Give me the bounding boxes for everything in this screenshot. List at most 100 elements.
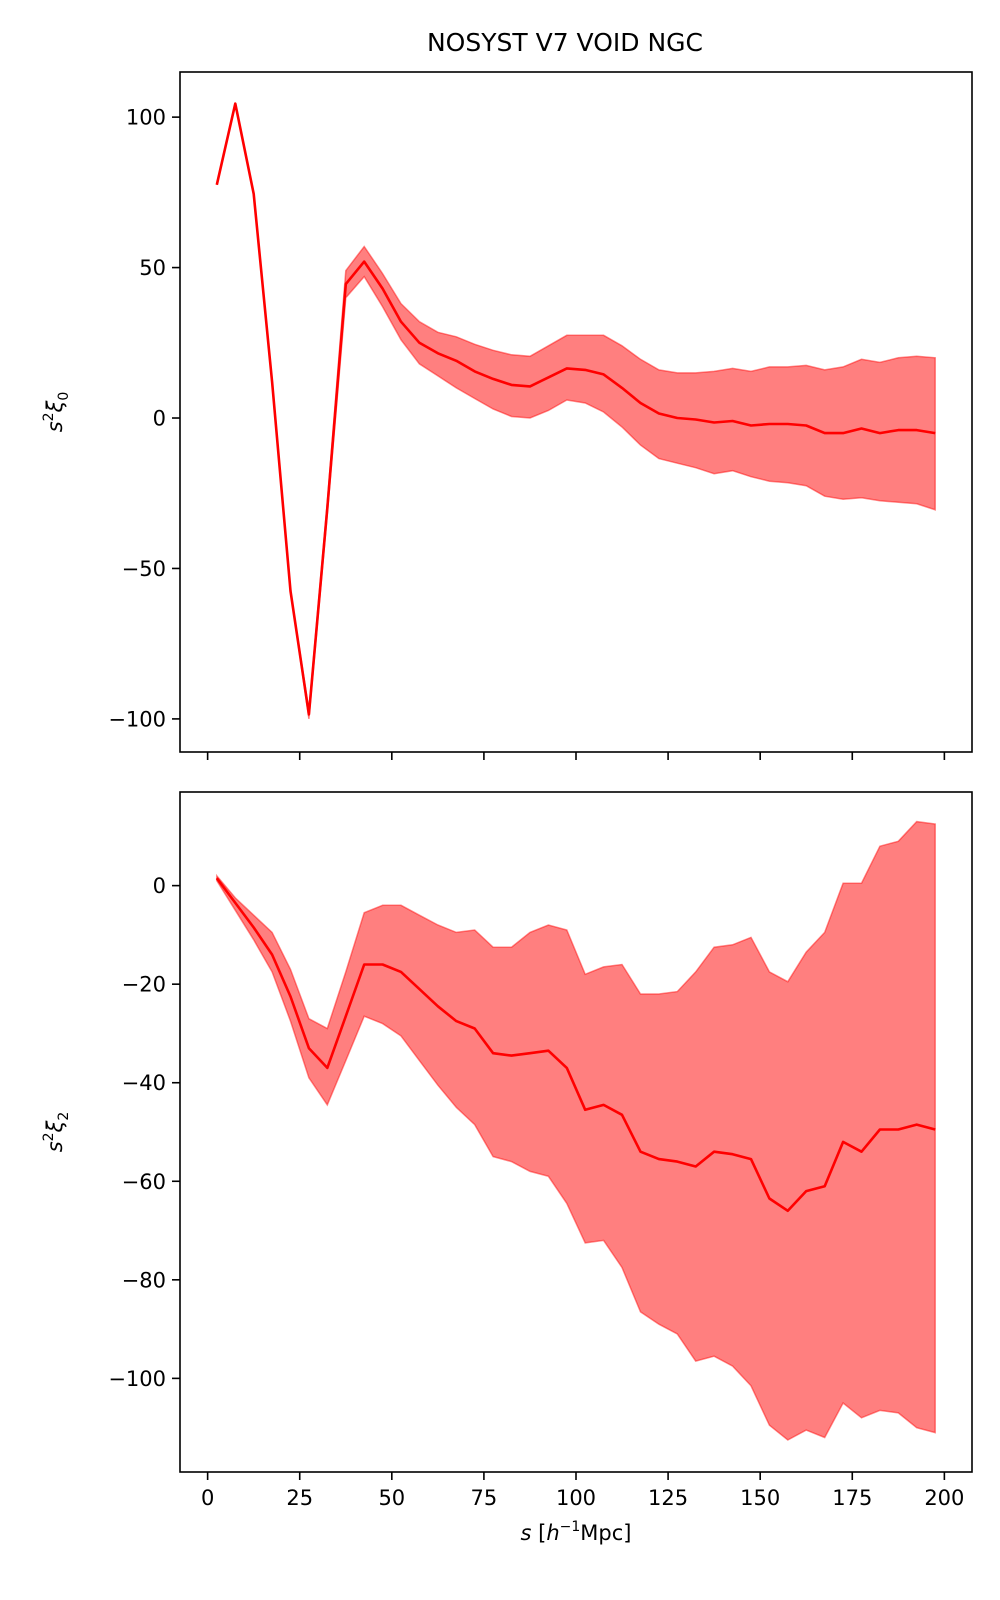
x-tick-label: 175 <box>832 1486 872 1510</box>
data-point <box>934 1128 936 1130</box>
data-point <box>658 1158 660 1160</box>
xi0-ylabel: s2ξ0 <box>41 392 72 433</box>
data-point <box>621 387 623 389</box>
data-point <box>860 1151 862 1153</box>
data-point <box>916 1123 918 1125</box>
data-point <box>639 402 641 404</box>
data-point <box>308 713 310 715</box>
data-point <box>345 1015 347 1017</box>
x-tick-label: 200 <box>924 1486 964 1510</box>
data-point <box>897 429 899 431</box>
error-band <box>216 103 936 720</box>
data-point <box>400 321 402 323</box>
data-point <box>916 429 918 431</box>
data-point <box>566 1067 568 1069</box>
x-tick-label: 50 <box>378 1486 405 1510</box>
data-point <box>289 590 291 592</box>
data-point <box>418 988 420 990</box>
data-point <box>824 1185 826 1187</box>
data-point <box>713 421 715 423</box>
data-point <box>547 376 549 378</box>
x-axis-label: s [h−1Mpc] <box>521 1519 632 1545</box>
y-tick-label: −60 <box>122 1170 166 1194</box>
data-point <box>326 1067 328 1069</box>
y-tick-label: −100 <box>108 1367 166 1391</box>
data-point <box>289 995 291 997</box>
data-point <box>602 1104 604 1106</box>
x-tick-label: 125 <box>648 1486 688 1510</box>
xi0-panel: −100 −50 0 50 100 s2ξ0 <box>41 71 973 760</box>
data-point <box>418 342 420 344</box>
x-tick-label: 25 <box>286 1486 313 1510</box>
data-point <box>602 373 604 375</box>
data-point <box>676 417 678 419</box>
y-tick-label: −20 <box>122 973 166 997</box>
data-point <box>658 412 660 414</box>
data-point <box>768 1197 770 1199</box>
data-point <box>713 1151 715 1153</box>
data-point <box>455 1020 457 1022</box>
y-tick-label: 100 <box>126 106 166 130</box>
data-point <box>363 963 365 965</box>
data-point <box>584 1109 586 1111</box>
data-point <box>455 360 457 362</box>
x-tick-label: 100 <box>556 1486 596 1510</box>
data-point <box>474 1027 476 1029</box>
data-point <box>437 352 439 354</box>
y-tick-label: −40 <box>122 1071 166 1095</box>
data-point <box>787 423 789 425</box>
y-tick-label: −100 <box>108 707 166 731</box>
data-point <box>676 1160 678 1162</box>
data-point <box>695 418 697 420</box>
data-point <box>805 1190 807 1192</box>
y-tick-label: 0 <box>153 874 166 898</box>
data-point <box>326 507 328 509</box>
y-tick-label: 0 <box>153 407 166 431</box>
data-point <box>400 971 402 973</box>
data-point <box>345 283 347 285</box>
data-point <box>547 1050 549 1052</box>
data-point <box>381 963 383 965</box>
data-point <box>750 1158 752 1160</box>
error-band <box>216 820 936 1441</box>
data-point <box>492 378 494 380</box>
data-point <box>897 1128 899 1130</box>
data-point <box>216 877 218 879</box>
data-point <box>381 287 383 289</box>
data-point <box>529 1052 531 1054</box>
data-point <box>566 367 568 369</box>
data-point <box>639 1151 641 1153</box>
data-point <box>731 420 733 422</box>
data-point <box>271 381 273 383</box>
data-point <box>363 260 365 262</box>
data-point <box>750 424 752 426</box>
chart-title: NOSYST V7 VOID NGC <box>427 28 703 57</box>
data-point <box>474 370 476 372</box>
data-point <box>216 184 218 186</box>
data-point <box>824 432 826 434</box>
data-point <box>805 424 807 426</box>
x-tick-label: 150 <box>740 1486 780 1510</box>
series-line <box>215 102 936 716</box>
data-point <box>308 1047 310 1049</box>
data-point <box>271 953 273 955</box>
xi2-ylabel: s2ξ2 <box>41 1112 72 1153</box>
data-point <box>492 1052 494 1054</box>
y-tick-label: 50 <box>139 256 166 280</box>
series-line <box>215 877 936 1213</box>
x-tick-label: 0 <box>201 1486 214 1510</box>
data-point <box>437 1005 439 1007</box>
x-tick-label: 75 <box>471 1486 498 1510</box>
data-point <box>253 926 255 928</box>
data-point <box>253 193 255 195</box>
data-point <box>510 384 512 386</box>
data-point <box>842 1141 844 1143</box>
data-point <box>529 385 531 387</box>
data-point <box>842 432 844 434</box>
data-point <box>768 423 770 425</box>
data-point <box>787 1210 789 1212</box>
data-point <box>584 369 586 371</box>
data-point <box>731 1153 733 1155</box>
